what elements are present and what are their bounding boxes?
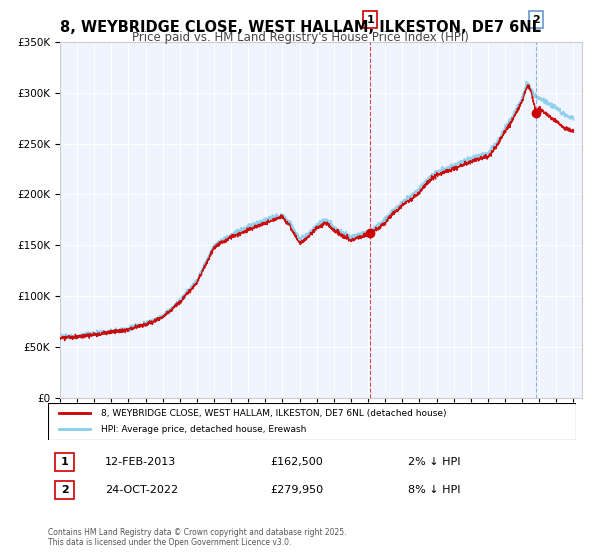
Text: 1: 1 [61, 457, 68, 467]
Text: 24-OCT-2022: 24-OCT-2022 [105, 485, 178, 495]
Text: 8, WEYBRIDGE CLOSE, WEST HALLAM, ILKESTON, DE7 6NL (detached house): 8, WEYBRIDGE CLOSE, WEST HALLAM, ILKESTO… [101, 409, 446, 418]
Text: 2: 2 [61, 485, 68, 495]
Text: 1: 1 [366, 15, 374, 25]
Text: 2: 2 [532, 15, 540, 25]
FancyBboxPatch shape [55, 481, 74, 499]
FancyBboxPatch shape [48, 403, 576, 440]
Text: 2% ↓ HPI: 2% ↓ HPI [408, 457, 461, 467]
Text: 12-FEB-2013: 12-FEB-2013 [105, 457, 176, 467]
Text: 8% ↓ HPI: 8% ↓ HPI [408, 485, 461, 495]
Text: Price paid vs. HM Land Registry's House Price Index (HPI): Price paid vs. HM Land Registry's House … [131, 31, 469, 44]
Text: 8, WEYBRIDGE CLOSE, WEST HALLAM, ILKESTON, DE7 6NL: 8, WEYBRIDGE CLOSE, WEST HALLAM, ILKESTO… [59, 20, 541, 35]
Text: £162,500: £162,500 [270, 457, 323, 467]
Text: Contains HM Land Registry data © Crown copyright and database right 2025.
This d: Contains HM Land Registry data © Crown c… [48, 528, 347, 547]
Text: HPI: Average price, detached house, Erewash: HPI: Average price, detached house, Erew… [101, 425, 306, 434]
FancyBboxPatch shape [55, 453, 74, 471]
Text: £279,950: £279,950 [270, 485, 323, 495]
